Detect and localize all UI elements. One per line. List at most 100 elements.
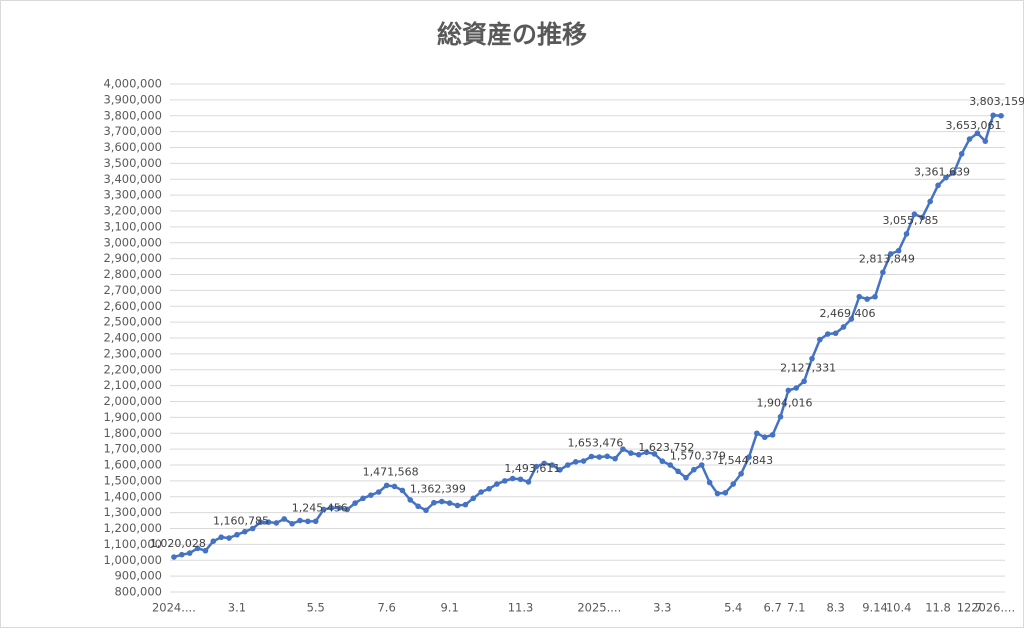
data-point — [714, 490, 721, 497]
data-label: 1,544,843 — [717, 454, 773, 467]
y-tick-label: 2,100,000 — [103, 378, 162, 392]
y-tick-label: 1,800,000 — [103, 426, 162, 440]
series-line — [173, 113, 1002, 559]
data-label: 1,245,456 — [292, 501, 348, 514]
data-point — [824, 331, 831, 337]
y-tick-label: 1,900,000 — [103, 410, 162, 424]
data-point — [407, 497, 414, 503]
data-point — [375, 489, 382, 495]
data-point — [698, 462, 705, 468]
data-point — [478, 489, 484, 495]
data-label: 3,653,061 — [946, 119, 1002, 132]
data-point — [265, 519, 272, 525]
data-point — [659, 458, 666, 465]
data-point — [446, 500, 453, 506]
y-tick-label: 900,000 — [114, 569, 162, 583]
data-point — [919, 214, 926, 221]
data-point — [415, 503, 421, 510]
y-tick-label: 2,600,000 — [103, 299, 162, 313]
data-point — [943, 174, 949, 181]
data-point — [438, 498, 445, 505]
data-point — [675, 468, 681, 475]
y-tick-label: 1,300,000 — [103, 505, 162, 519]
data-point — [643, 449, 650, 456]
y-tick-label: 1,200,000 — [103, 521, 162, 535]
data-point — [242, 528, 248, 535]
y-tick-label: 1,000,000 — [103, 553, 162, 567]
data-point — [832, 330, 839, 337]
data-point — [171, 554, 177, 560]
data-point — [194, 545, 201, 552]
data-point — [580, 458, 587, 464]
y-tick-label: 4,000,000 — [103, 77, 162, 91]
data-point — [210, 538, 217, 544]
data-point — [297, 517, 303, 524]
x-tick-label: 12.7 — [957, 601, 983, 615]
data-point — [249, 525, 256, 532]
x-tick-label: 11.8 — [925, 601, 951, 615]
data-point — [801, 378, 807, 385]
data-point — [817, 336, 823, 343]
y-tick-label: 2,000,000 — [103, 394, 162, 408]
data-label: 1,570,379 — [670, 450, 726, 463]
y-tick-label: 1,500,000 — [103, 473, 162, 487]
data-point — [738, 470, 744, 477]
y-tick-label: 3,900,000 — [103, 92, 162, 106]
x-tick-label: 5.4 — [724, 601, 742, 615]
data-label: 3,361,639 — [914, 165, 970, 178]
data-point — [706, 479, 713, 486]
data-point — [840, 324, 847, 330]
data-point — [572, 459, 579, 465]
x-tick-label: 9.1 — [440, 601, 458, 615]
data-point — [431, 499, 437, 506]
data-point — [887, 251, 894, 257]
y-tick-label: 3,400,000 — [103, 172, 162, 186]
data-point — [935, 182, 941, 189]
x-tick-label: 2026.... — [971, 601, 1015, 615]
x-tick-label: 6.7 — [763, 601, 781, 615]
y-tick-label: 3,100,000 — [103, 219, 162, 233]
data-label: 1,493,611 — [504, 462, 560, 475]
data-point — [391, 483, 398, 490]
data-point — [312, 518, 319, 525]
data-point — [793, 385, 800, 391]
data-point — [383, 482, 390, 489]
y-tick-label: 3,700,000 — [103, 124, 162, 138]
data-point — [903, 231, 910, 237]
y-tick-label: 2,800,000 — [103, 267, 162, 281]
data-label: 2,127,331 — [780, 361, 836, 374]
y-tick-label: 3,600,000 — [103, 140, 162, 154]
x-tick-label: 3.3 — [653, 601, 671, 615]
data-point — [549, 462, 555, 468]
x-tick-label: 10.4 — [886, 601, 912, 615]
data-point — [604, 453, 610, 460]
data-point — [683, 474, 689, 481]
y-tick-label: 3,200,000 — [103, 204, 162, 218]
data-label: 1,623,752 — [638, 441, 694, 454]
y-tick-label: 2,200,000 — [103, 362, 162, 376]
data-point — [541, 460, 547, 467]
data-label: 2,813,849 — [859, 252, 915, 265]
data-point — [352, 500, 358, 506]
data-point — [620, 446, 626, 452]
data-point — [880, 269, 886, 276]
data-point — [328, 505, 335, 511]
data-point — [557, 466, 563, 473]
y-tick-label: 1,700,000 — [103, 442, 162, 456]
data-point — [289, 520, 295, 527]
x-tick-label: 3.1 — [228, 601, 246, 615]
data-point — [218, 534, 225, 541]
data-point — [533, 463, 540, 470]
data-point — [179, 551, 185, 558]
data-label: 3,055,785 — [883, 214, 939, 227]
x-tick-label: 9.14 — [862, 601, 888, 615]
data-label: 3,803,159 — [969, 95, 1024, 108]
data-point — [911, 211, 918, 217]
data-point — [399, 487, 406, 494]
data-point — [691, 466, 697, 473]
data-point — [872, 293, 878, 300]
data-point — [423, 507, 429, 514]
y-tick-label: 2,700,000 — [103, 283, 162, 297]
data-label: 1,160,785 — [213, 515, 269, 528]
